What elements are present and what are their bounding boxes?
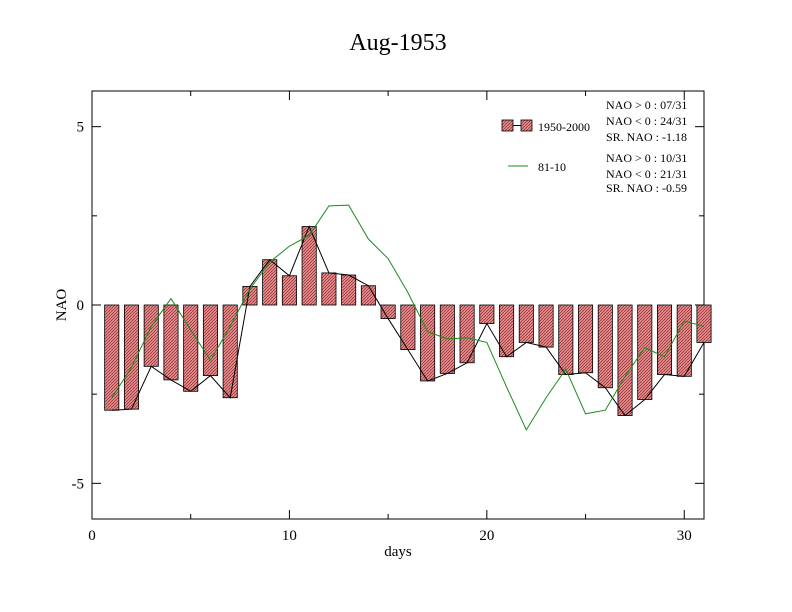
bar-day-28 (637, 304, 653, 400)
bar-day-27 (617, 304, 633, 416)
bar-day-5 (183, 304, 199, 392)
y-tick-label: 0 (77, 298, 85, 314)
x-tick-label: 30 (677, 528, 692, 544)
bar-day-19 (459, 304, 475, 364)
legend-stat-line-sr: SR. NAO : -0.59 (606, 181, 687, 195)
x-tick-label: 10 (282, 528, 297, 544)
legend-stat-bars-sr: SR. NAO : -1.18 (606, 130, 687, 144)
x-tick-label: 20 (479, 528, 494, 544)
y-tick-label: -5 (72, 476, 85, 492)
legend-label-line: 81-10 (538, 160, 566, 174)
bars-layer (104, 226, 712, 416)
series-line-81-10 (111, 204, 705, 431)
bar-day-12 (321, 272, 337, 306)
bar-day-23 (538, 304, 554, 348)
x-tick-label: 0 (88, 528, 96, 544)
legend-bar-swatch-left (501, 119, 514, 132)
lines-layer (111, 204, 705, 431)
bar-day-7 (222, 304, 238, 399)
bar-day-15 (380, 304, 396, 319)
bar-day-24 (558, 304, 574, 375)
bar-day-13 (341, 274, 357, 306)
bar-day-4 (163, 304, 179, 381)
bar-values-line (111, 225, 705, 417)
legend-stat-bars-pos: NAO > 0 : 07/31 (606, 98, 687, 112)
legend-bar-swatch-right (520, 119, 533, 132)
bar-day-25 (578, 304, 594, 374)
legend-stat-line-neg: NAO < 0 : 21/31 (606, 167, 687, 181)
y-axis-label: NAO (54, 289, 70, 322)
bar-day-16 (400, 304, 416, 350)
bar-day-17 (420, 304, 436, 382)
bar-day-1 (104, 304, 120, 411)
bar-day-6 (202, 304, 218, 377)
x-axis-label: days (384, 544, 412, 560)
bar-day-29 (657, 304, 673, 375)
bar-day-30 (676, 304, 692, 377)
bar-day-26 (597, 304, 613, 389)
bar-day-20 (479, 304, 495, 324)
bar-day-31 (696, 304, 712, 343)
legend-label-bars: 1950-2000 (538, 120, 590, 134)
legend-stat-bars-neg: NAO < 0 : 24/31 (606, 114, 687, 128)
bar-day-22 (518, 304, 534, 343)
axis-ticks: 0 10 20 30 -5 0 5 (72, 91, 704, 544)
legend-stat-line-pos: NAO > 0 : 10/31 (606, 151, 687, 165)
chart-title: Aug-1953 (349, 30, 446, 56)
y-tick-label: 5 (77, 120, 85, 136)
legend: 1950-2000 NAO > 0 : 07/31 NAO < 0 : 24/3… (501, 98, 687, 195)
bar-day-14 (360, 285, 376, 306)
bar-day-10 (281, 275, 297, 306)
